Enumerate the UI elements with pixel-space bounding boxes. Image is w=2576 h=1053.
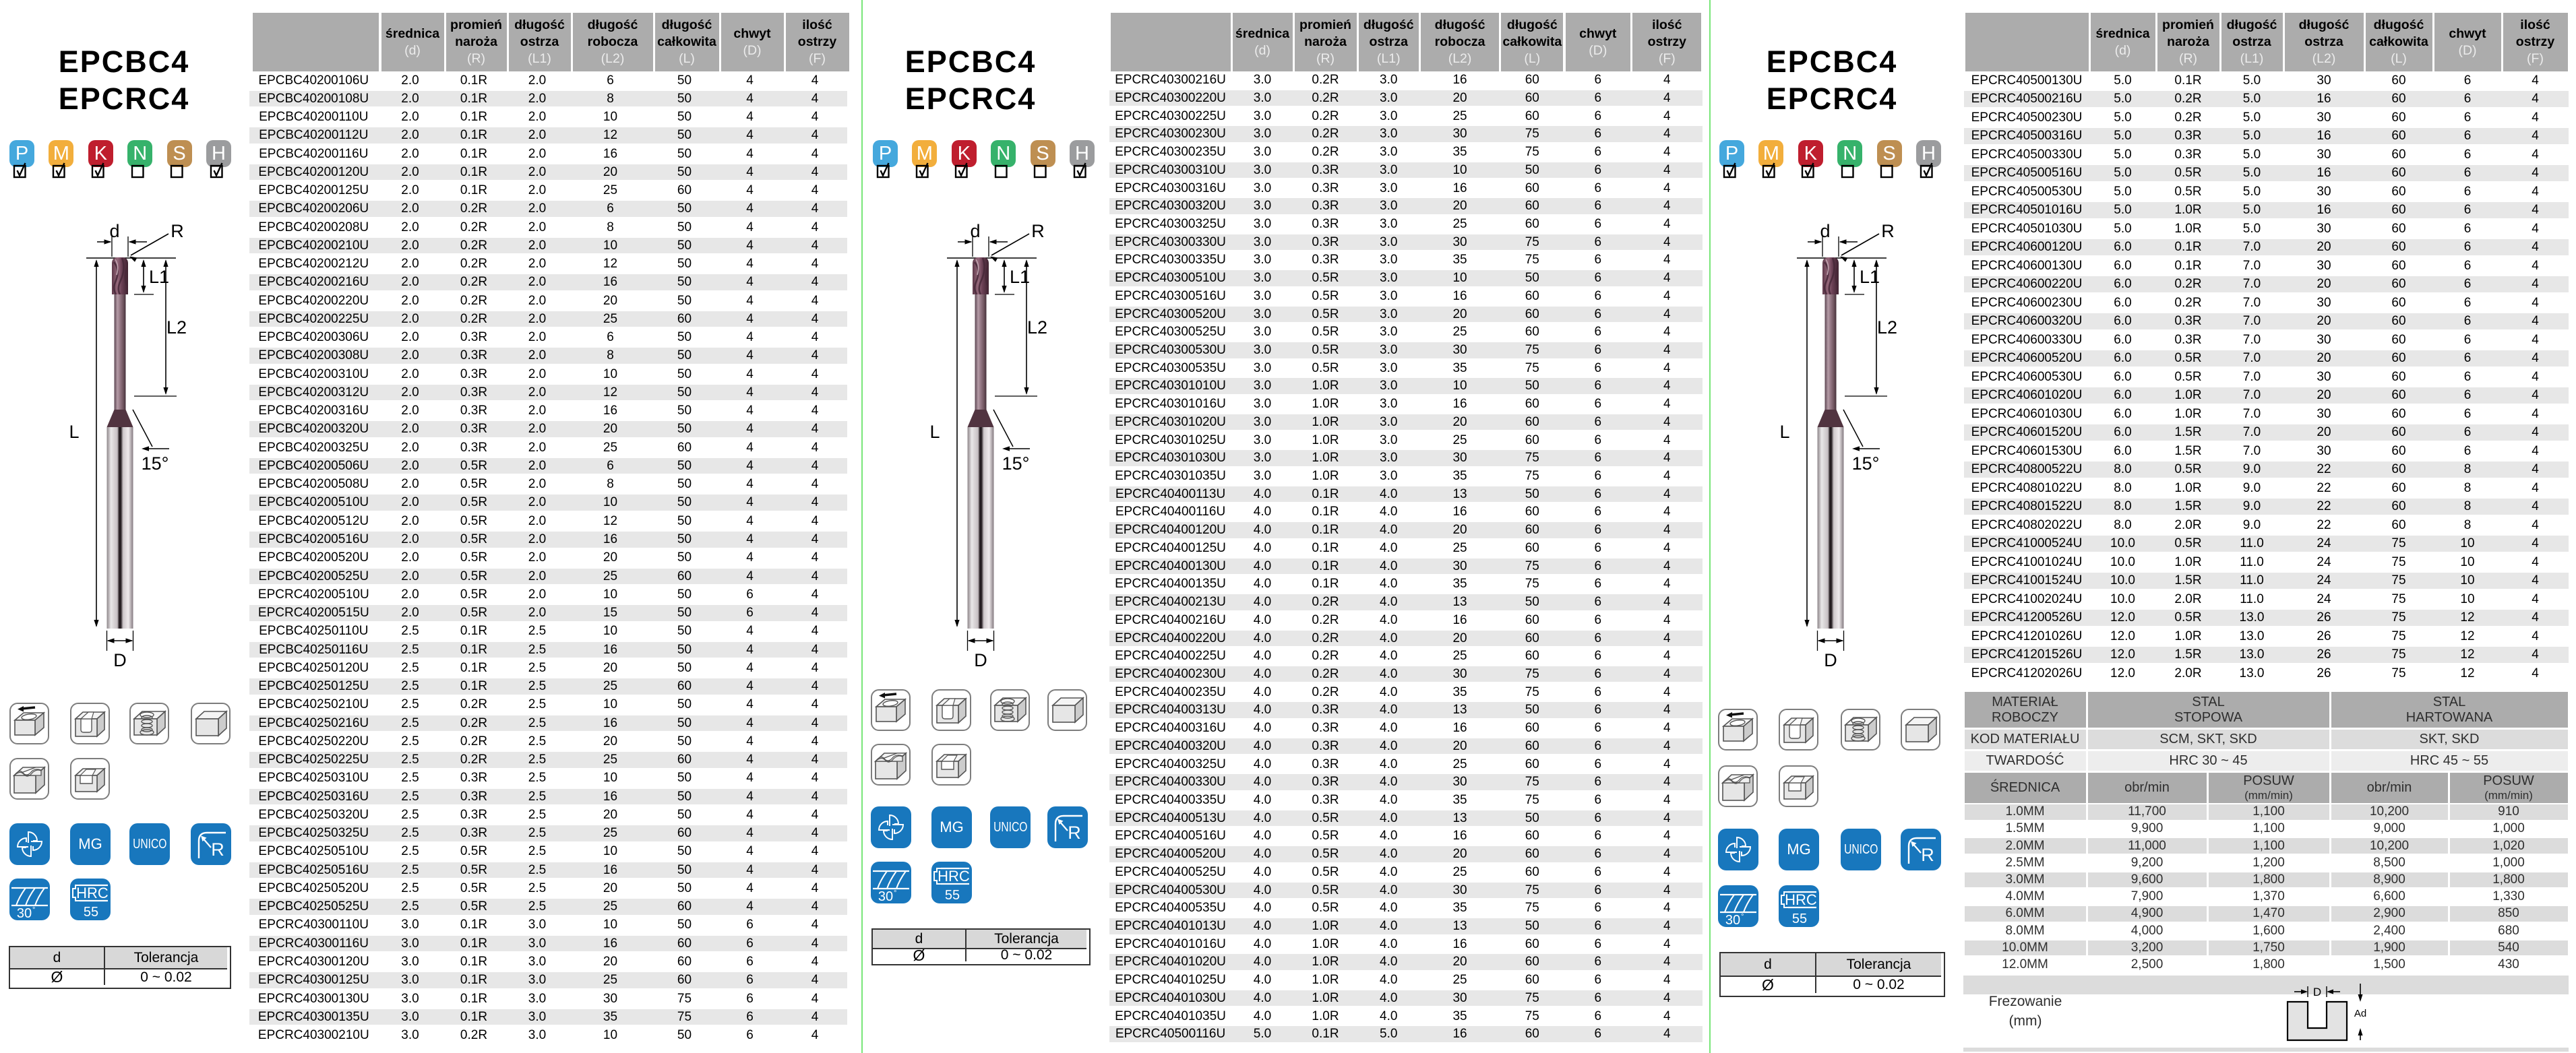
svg-text:D: D xyxy=(974,650,987,670)
svg-text:D: D xyxy=(113,650,127,670)
svg-text:HRC: HRC xyxy=(1785,891,1817,908)
svg-text:55: 55 xyxy=(1792,912,1807,926)
svg-text:°: ° xyxy=(1741,913,1744,921)
svg-text:R: R xyxy=(1881,221,1895,241)
svg-text:R: R xyxy=(211,839,224,860)
svg-text:L2: L2 xyxy=(1027,317,1047,338)
svg-text:55: 55 xyxy=(945,888,960,903)
svg-text:°: ° xyxy=(32,906,35,914)
svg-text:30: 30 xyxy=(1725,913,1740,927)
svg-text:L2: L2 xyxy=(166,317,187,338)
svg-text:d: d xyxy=(109,221,119,241)
svg-text:L2: L2 xyxy=(1877,317,1897,338)
svg-text:R: R xyxy=(1068,823,1081,843)
svg-text:L: L xyxy=(69,422,79,442)
svg-text:L: L xyxy=(929,422,940,442)
svg-text:L: L xyxy=(1779,422,1789,442)
svg-text:D: D xyxy=(1824,650,1837,670)
svg-text:15°: 15° xyxy=(142,453,169,474)
svg-text:d: d xyxy=(970,221,980,241)
svg-text:d: d xyxy=(1820,221,1830,241)
svg-text:HRC: HRC xyxy=(76,885,109,901)
svg-text:Ad: Ad xyxy=(2354,1008,2366,1019)
svg-text:R: R xyxy=(1921,845,1934,865)
svg-text:30: 30 xyxy=(878,889,893,903)
svg-text:R: R xyxy=(1031,221,1045,241)
svg-text:15°: 15° xyxy=(1002,453,1030,474)
svg-text:HRC: HRC xyxy=(938,868,970,885)
svg-text:15°: 15° xyxy=(1852,453,1880,474)
svg-text:D: D xyxy=(2313,986,2321,998)
svg-text:30: 30 xyxy=(17,906,32,920)
svg-text:55: 55 xyxy=(84,905,98,920)
svg-text:R: R xyxy=(171,221,184,241)
svg-text:°: ° xyxy=(894,889,896,897)
